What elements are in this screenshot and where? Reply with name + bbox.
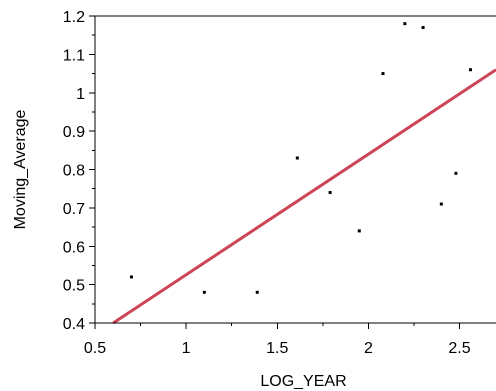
x-tick-label: 1 xyxy=(182,340,191,357)
axes xyxy=(94,15,496,324)
data-point xyxy=(468,68,472,72)
data-points xyxy=(129,22,472,294)
data-point xyxy=(454,171,458,175)
x-tick-label: 2.5 xyxy=(448,340,470,357)
fit-line-layer xyxy=(112,68,496,325)
data-point xyxy=(381,72,385,76)
fit-line xyxy=(112,68,496,325)
y-tick-label: 0.8 xyxy=(63,163,85,180)
y-tick-label: 0.5 xyxy=(63,278,85,295)
y-tick-label: 0.7 xyxy=(63,201,85,218)
tick-marks xyxy=(89,15,461,329)
data-point xyxy=(255,290,259,294)
data-point xyxy=(129,275,133,279)
data-point xyxy=(403,22,407,26)
tick-labels: 0.5 1 1.5 2 2.5 0.4 0.5 0.6 0.7 0.8 0.9 1 1.1 1.2 xyxy=(63,9,471,357)
data-point xyxy=(295,156,299,160)
data-point xyxy=(421,26,425,30)
y-tick-label: 0.6 xyxy=(63,239,85,256)
y-tick-label: 1 xyxy=(76,86,85,103)
y-axis-title: Moving_Average xyxy=(12,110,29,230)
y-tick-label: 0.9 xyxy=(63,124,85,141)
y-tick-label: 1.1 xyxy=(63,47,85,64)
x-tick-label: 2 xyxy=(364,340,373,357)
data-point xyxy=(202,290,206,294)
x-tick-label: 1.5 xyxy=(266,340,288,357)
data-point xyxy=(439,202,443,206)
x-axis-title: LOG_YEAR xyxy=(260,373,346,390)
y-tick-label: 0.4 xyxy=(63,316,85,333)
x-tick-label: 0.5 xyxy=(84,340,106,357)
y-tick-label: 1.2 xyxy=(63,9,85,26)
data-point xyxy=(357,229,361,233)
data-point xyxy=(328,191,332,195)
